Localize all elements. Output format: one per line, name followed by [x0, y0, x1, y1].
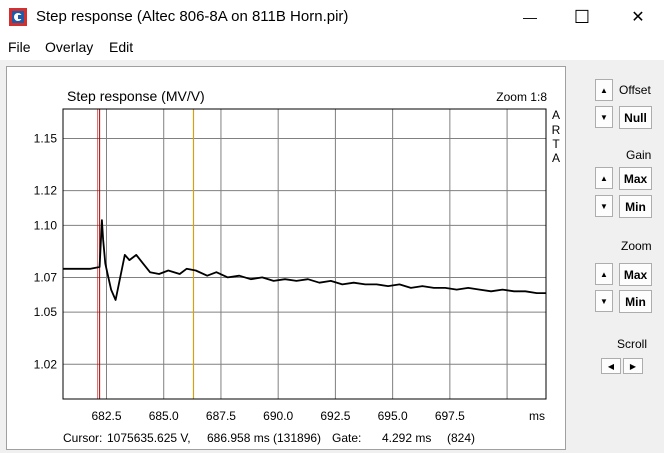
x-tick-label: 687.5 — [206, 409, 236, 423]
zoom-max-button[interactable]: Max — [619, 263, 652, 286]
watermark-letter: A — [552, 151, 560, 165]
plot-title: Step response (MV/V) — [67, 88, 205, 104]
y-tick-label: 1.07 — [34, 270, 58, 284]
x-tick-label: 695.0 — [378, 409, 408, 423]
title-bar: Step response (Altec 806-8A on 811B Horn… — [0, 0, 664, 34]
grid-lines — [63, 109, 546, 399]
null-button[interactable]: Null — [619, 106, 652, 129]
scroll-label: Scroll — [617, 337, 648, 351]
close-button[interactable]: ✕ — [631, 9, 645, 26]
watermark-letter: T — [552, 137, 560, 151]
scroll-left-button[interactable]: ◀ — [601, 358, 621, 374]
gain-min-button[interactable]: Min — [619, 195, 652, 218]
zoom-ratio-label: Zoom 1:8 — [496, 90, 547, 104]
step-response-trace — [63, 219, 546, 301]
gate-sample: (824) — [447, 431, 475, 445]
zoom-down-button[interactable]: ▼ — [595, 290, 613, 312]
offset-up-button[interactable]: ▲ — [595, 79, 613, 101]
offset-down-button[interactable]: ▼ — [595, 106, 613, 128]
x-tick-labels: 682.5 685.0 687.5 690.0 692.5 695.0 697.5 — [91, 409, 465, 423]
y-tick-label: 1.12 — [34, 184, 58, 198]
x-tick-label: 685.0 — [149, 409, 179, 423]
y-tick-label: 1.02 — [34, 357, 58, 371]
gain-label: Gain — [626, 148, 652, 162]
watermark-letter: A — [552, 108, 560, 122]
window-title: Step response (Altec 806-8A on 811B Horn… — [36, 8, 349, 25]
minimize-button[interactable]: — — [523, 9, 537, 25]
x-tick-label: 682.5 — [91, 409, 121, 423]
y-tick-label: 1.15 — [34, 132, 58, 146]
gain-up-button[interactable]: ▲ — [595, 167, 613, 189]
zoom-label: Zoom — [621, 239, 652, 253]
arta-app-icon[interactable] — [9, 8, 27, 26]
gate-label: Gate: — [332, 431, 361, 445]
step-response-chart[interactable]: 1.02 1.05 1.07 1.10 1.12 1.15 682.5 685.0 687.5… — [7, 67, 565, 449]
menu-file[interactable]: File — [8, 39, 31, 55]
y-tick-label: 1.10 — [34, 218, 58, 232]
x-axis-unit: ms — [529, 409, 545, 423]
x-tick-label: 697.5 — [435, 409, 465, 423]
gain-max-button[interactable]: Max — [619, 167, 652, 190]
maximize-button[interactable]: ☐ — [573, 6, 591, 27]
trace-layer — [63, 219, 546, 301]
gain-down-button[interactable]: ▼ — [595, 195, 613, 217]
gate-value: 4.292 ms — [382, 431, 431, 445]
cursor-readout: Cursor: 1075635.625 V, 686.958 ms (131896) G… — [63, 431, 475, 445]
cursor-sample: (131896) — [273, 431, 321, 445]
offset-label: Offset — [619, 83, 651, 97]
menu-bar: File Overlay Edit — [0, 34, 664, 60]
x-tick-label: 692.5 — [320, 409, 350, 423]
zoom-up-button[interactable]: ▲ — [595, 263, 613, 285]
plot-panel[interactable]: 1.02 1.05 1.07 1.10 1.12 1.15 682.5 685.0 687.5… — [6, 66, 566, 450]
y-tick-label: 1.05 — [34, 305, 58, 319]
menu-edit[interactable]: Edit — [109, 39, 134, 55]
menu-overlay[interactable]: Overlay — [45, 39, 94, 55]
y-tick-labels: 1.02 1.05 1.07 1.10 1.12 1.15 — [34, 132, 58, 372]
cursor-value: 1075635.625 V, — [107, 431, 191, 445]
zoom-min-button[interactable]: Min — [619, 290, 652, 313]
cursor-time: 686.958 ms — [207, 431, 270, 445]
cursor-label: Cursor: — [63, 431, 102, 445]
scroll-right-button[interactable]: ▶ — [623, 358, 643, 374]
watermark-letter: R — [552, 123, 561, 137]
cursor-markers — [97, 109, 195, 399]
plot-frame — [62, 108, 547, 400]
x-tick-label: 690.0 — [263, 409, 293, 423]
